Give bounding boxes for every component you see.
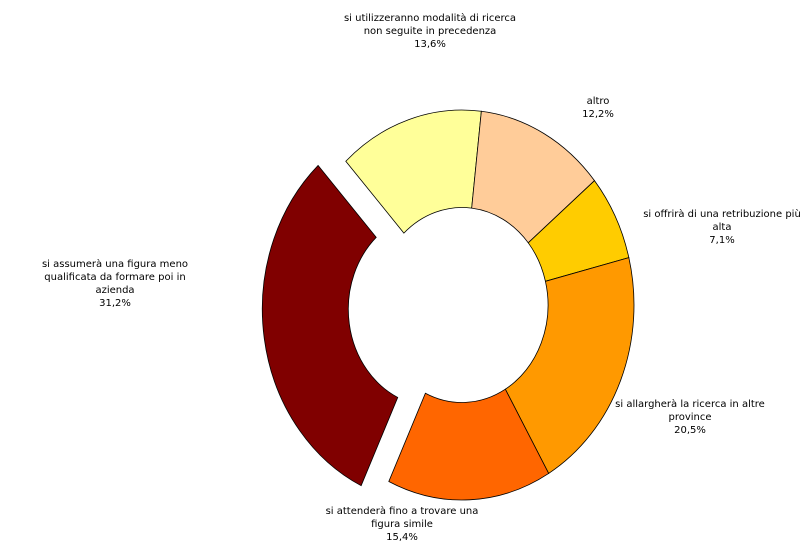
donut-segment xyxy=(261,164,399,487)
donut-segment xyxy=(388,388,550,501)
donut-segment xyxy=(345,109,482,234)
donut-segment xyxy=(504,257,635,475)
category-label: si allargherà la ricerca in altre provin… xyxy=(615,399,765,423)
value-label: 20,5% xyxy=(674,425,706,436)
data-label: si attenderà fino a trovare una figura s… xyxy=(322,505,482,544)
data-label: altro 12,2% xyxy=(563,95,633,121)
category-label: si offrirà di una retribuzione più alta xyxy=(643,209,801,233)
data-label: si assumerà una figura meno qualificata … xyxy=(28,258,203,310)
value-label: 31,2% xyxy=(99,298,131,309)
category-label: si attenderà fino a trovare una figura s… xyxy=(325,506,479,530)
category-label: si assumerà una figura meno qualificata … xyxy=(41,259,189,296)
value-label: 13,6% xyxy=(414,39,446,50)
value-label: 12,2% xyxy=(582,109,614,120)
data-label: si utilizzeranno modalità di ricerca non… xyxy=(340,12,520,51)
category-label: si utilizzeranno modalità di ricerca non… xyxy=(343,13,517,37)
value-label: 7,1% xyxy=(709,235,735,246)
value-label: 15,4% xyxy=(386,532,418,543)
data-label: si allargherà la ricerca in altre provin… xyxy=(610,398,770,437)
category-label: altro xyxy=(586,96,610,107)
data-label: si offrirà di una retribuzione più alta 7… xyxy=(637,208,807,247)
